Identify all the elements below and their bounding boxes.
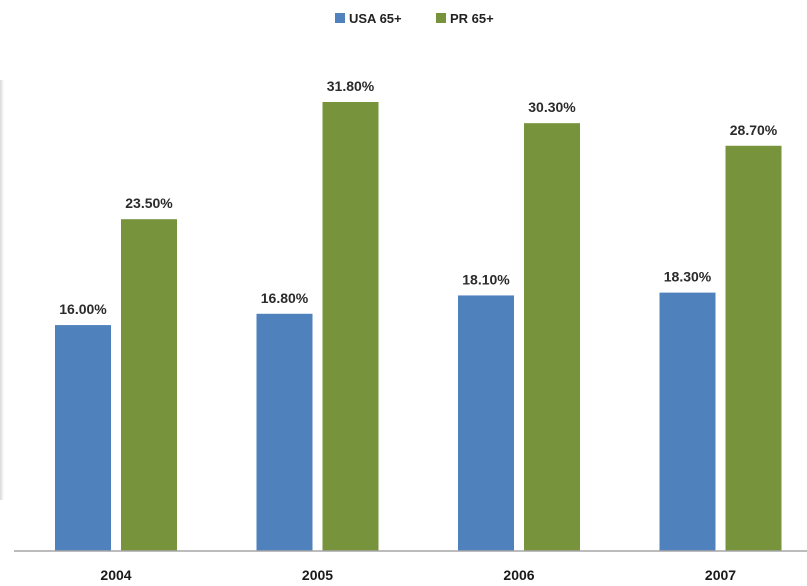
chart-data-labels: 16.00% 23.50% 16.80% 31.80% 18.10% 30.30% 18.3… — [59, 78, 778, 317]
bar-usa-65-2004 — [55, 325, 111, 551]
chart-legend: USA 65+ PR 65+ — [335, 11, 494, 26]
data-label-usa-65-2006: 18.10% — [462, 271, 510, 287]
bar-usa-65-2006 — [458, 295, 514, 551]
bar-pr-65-2004 — [121, 219, 177, 551]
data-label-pr-65-2005: 31.80% — [327, 78, 375, 94]
data-label-usa-65-2004: 16.00% — [59, 301, 107, 317]
data-label-pr-65-2007: 28.70% — [730, 122, 778, 138]
chart-bars — [55, 102, 782, 551]
bar-pr-65-2006 — [524, 123, 580, 551]
legend-label-pr-65: PR 65+ — [450, 11, 494, 26]
bar-pr-65-2007 — [725, 145, 782, 551]
data-label-pr-65-2004: 23.50% — [125, 195, 173, 211]
x-tick-label-2007: 2007 — [705, 567, 736, 583]
bar-usa-65-2005 — [256, 313, 313, 551]
legend-swatch-usa-65 — [335, 13, 345, 23]
x-axis-tick-labels: 2004 2005 2006 2007 — [100, 567, 736, 583]
x-tick-label-2004: 2004 — [100, 567, 131, 583]
data-label-pr-65-2006: 30.30% — [528, 99, 576, 115]
data-label-usa-65-2005: 16.80% — [261, 290, 309, 306]
x-tick-label-2006: 2006 — [503, 567, 534, 583]
bar-usa-65-2007 — [659, 292, 716, 551]
legend-label-usa-65: USA 65+ — [349, 11, 402, 26]
legend-swatch-pr-65 — [436, 13, 446, 23]
data-label-usa-65-2007: 18.30% — [664, 269, 712, 285]
x-tick-label-2005: 2005 — [302, 567, 333, 583]
bar-pr-65-2005 — [322, 102, 379, 551]
left-edge-shadow — [0, 80, 4, 500]
